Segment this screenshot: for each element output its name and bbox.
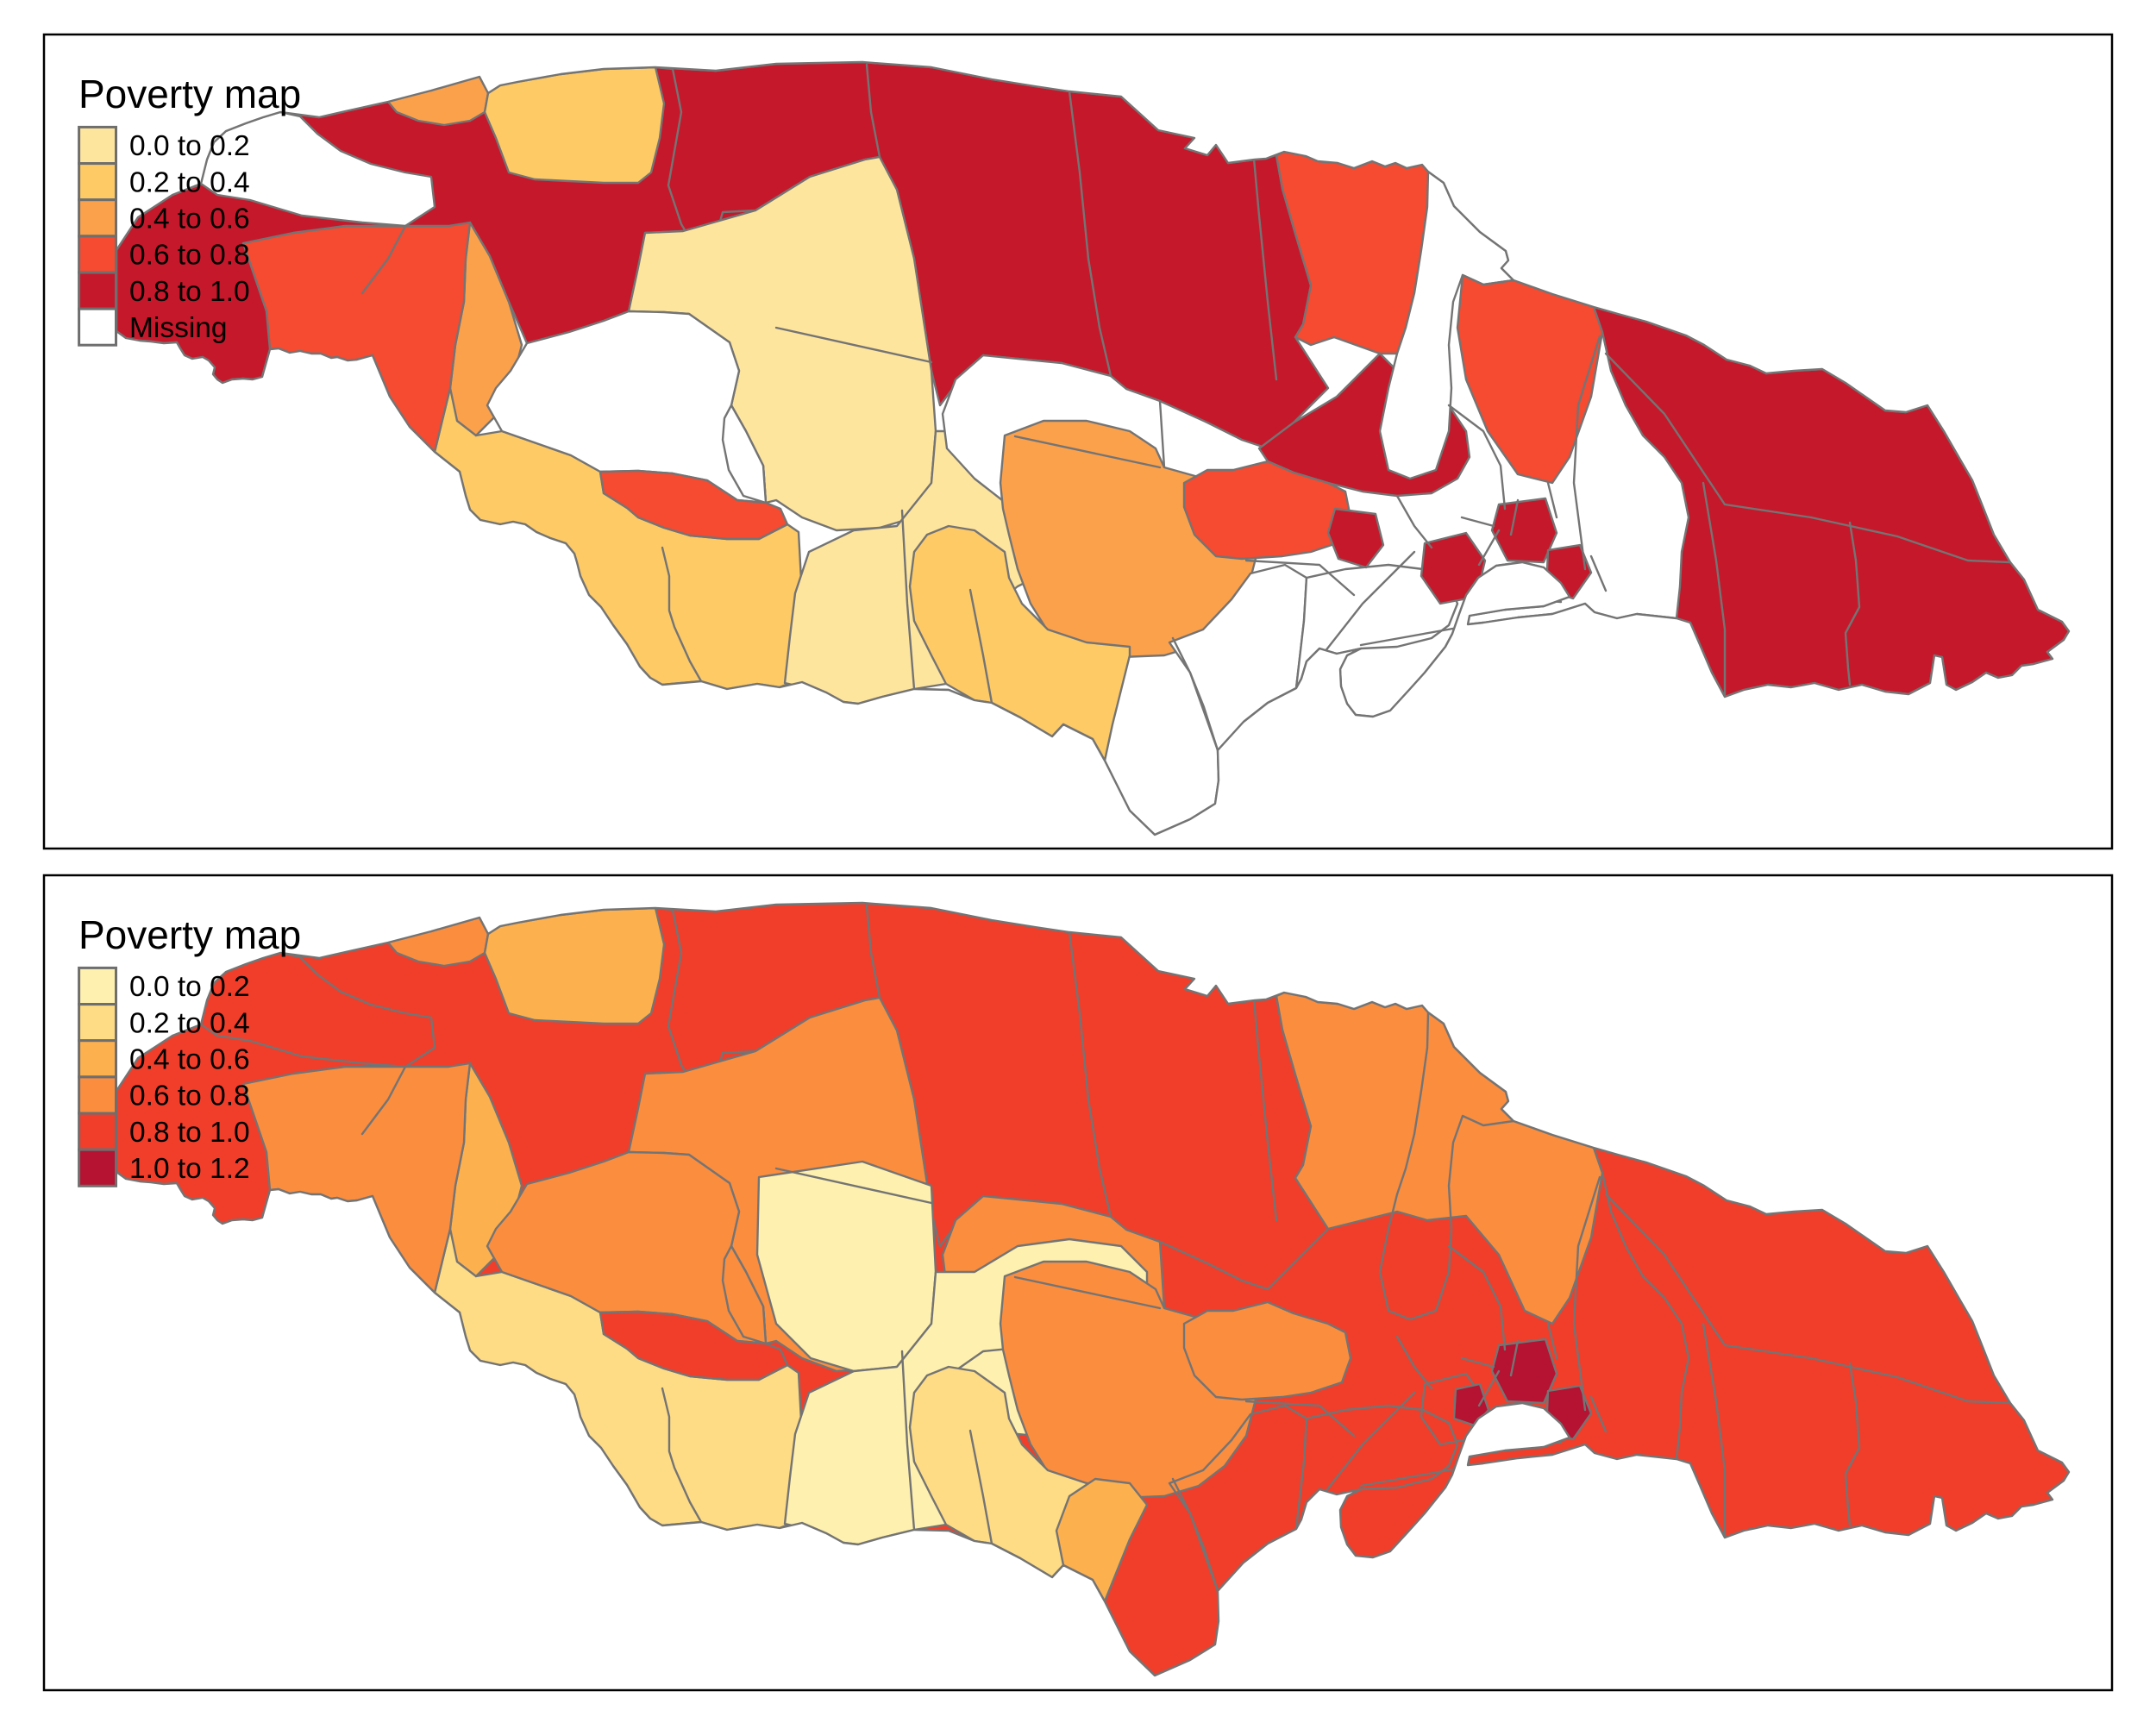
svg-text:0.0 to 0.2: 0.0 to 0.2: [129, 971, 250, 1003]
svg-text:0.8 to 1.0: 0.8 to 1.0: [129, 1117, 250, 1149]
svg-text:0.2 to 0.4: 0.2 to 0.4: [129, 1007, 250, 1039]
svg-text:0.8 to 1.0: 0.8 to 1.0: [129, 276, 250, 308]
svg-text:0.6 to 0.8: 0.6 to 0.8: [129, 240, 250, 272]
svg-text:0.0 to 0.2: 0.0 to 0.2: [129, 130, 250, 162]
svg-text:0.2 to 0.4: 0.2 to 0.4: [129, 166, 250, 198]
svg-text:0.6 to 0.8: 0.6 to 0.8: [129, 1081, 250, 1112]
svg-text:Poverty map: Poverty map: [78, 912, 301, 957]
svg-text:1.0 to 1.2: 1.0 to 1.2: [129, 1153, 250, 1185]
svg-text:Poverty map: Poverty map: [78, 72, 301, 116]
svg-text:0.4 to 0.6: 0.4 to 0.6: [129, 1044, 250, 1076]
svg-text:0.4 to 0.6: 0.4 to 0.6: [129, 204, 250, 235]
svg-text:Missing: Missing: [129, 312, 228, 344]
